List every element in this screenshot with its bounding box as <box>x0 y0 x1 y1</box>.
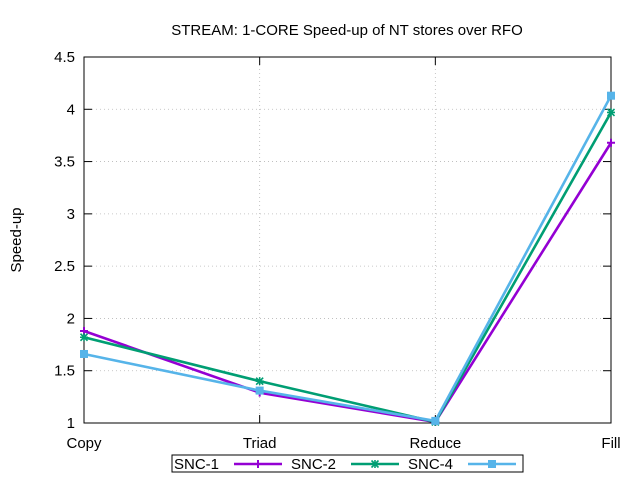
legend-label-snc-4: SNC-4 <box>408 456 453 473</box>
legend-label-snc-1: SNC-1 <box>174 456 219 473</box>
grid <box>84 57 611 423</box>
x-axis-ticks: Copy Triad Reduce Fill <box>66 57 621 452</box>
plot-frame <box>83 56 612 424</box>
series-snc-2 <box>79 108 616 427</box>
legend-box <box>171 454 524 473</box>
x-tick-label: Triad <box>243 435 277 452</box>
x-tick-label: Fill <box>601 435 620 452</box>
y-tick-label: 1 <box>67 415 75 432</box>
x-tick-label: Copy <box>66 435 102 452</box>
x-tick-label: Reduce <box>409 435 461 452</box>
data-point-snc-2 <box>606 108 616 117</box>
legend-label-snc-2: SNC-2 <box>291 456 336 473</box>
y-axis-ticks: 1 1.5 2 2.5 3 3.5 4 4.5 <box>54 49 611 432</box>
y-tick-label: 4 <box>67 101 75 118</box>
y-tick-label: 3.5 <box>54 154 75 171</box>
legend-marker-snc-2 <box>370 459 380 469</box>
series-snc-4 <box>80 91 615 425</box>
y-axis-label: Speed-up <box>8 207 25 272</box>
chart-title: STREAM: 1-CORE Speed-up of NT stores ove… <box>171 22 523 39</box>
series-layer <box>79 91 616 427</box>
series-line-snc-2 <box>83 111 613 424</box>
data-point-snc-2 <box>79 333 89 342</box>
data-point-snc-4 <box>607 91 615 100</box>
series-line-snc-1 <box>83 142 613 424</box>
data-point-snc-2 <box>255 377 264 386</box>
data-point-snc-4 <box>431 416 440 425</box>
y-tick-label: 4.5 <box>54 49 75 66</box>
y-tick-label: 1.5 <box>54 363 75 380</box>
series-line-snc-4 <box>83 95 613 423</box>
y-tick-label: 2.5 <box>54 258 75 275</box>
legend-marker-snc-4 <box>488 460 496 468</box>
legend-marker-snc-1 <box>254 460 262 468</box>
y-tick-label: 3 <box>67 206 75 223</box>
data-point-snc-1 <box>607 138 615 147</box>
data-point-snc-4 <box>80 349 88 358</box>
y-tick-label: 2 <box>67 310 75 327</box>
series-snc-1 <box>80 138 615 426</box>
data-point-snc-4 <box>255 386 264 395</box>
legend: SNC-1 SNC-2 SNC-4 <box>171 454 524 473</box>
